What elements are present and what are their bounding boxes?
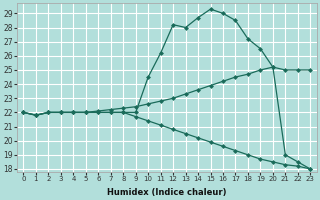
X-axis label: Humidex (Indice chaleur): Humidex (Indice chaleur) xyxy=(107,188,227,197)
